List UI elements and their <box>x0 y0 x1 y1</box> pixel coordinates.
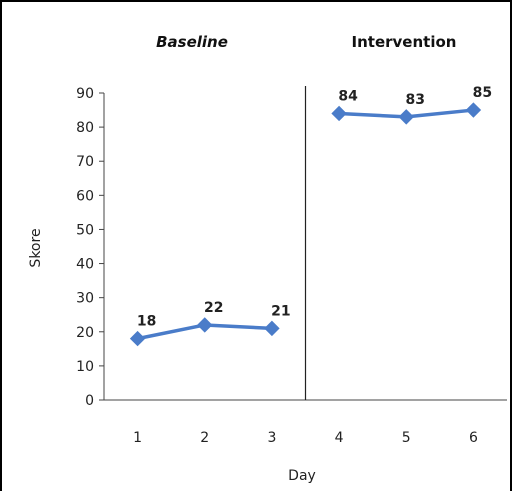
data-label: 18 <box>137 314 156 330</box>
y-tick-label: 20 <box>76 325 94 341</box>
y-tick-label: 60 <box>76 188 94 204</box>
data-label: 83 <box>406 92 425 108</box>
x-tick-label: 2 <box>200 430 209 446</box>
data-label: 22 <box>204 300 223 316</box>
phase-label-intervention: Intervention <box>352 33 457 51</box>
data-point <box>264 320 280 337</box>
y-tick-label: 50 <box>76 222 94 238</box>
data-label: 84 <box>338 88 358 104</box>
y-tick-label: 10 <box>76 359 94 375</box>
y-axis-title: Skore <box>28 228 44 267</box>
data-point <box>197 317 213 333</box>
axes <box>99 92 507 401</box>
tick-labels: 0 10 20 30 40 50 60 70 80 90 1 2 3 4 5 6 <box>76 86 478 446</box>
x-tick-label: 1 <box>133 430 142 446</box>
y-tick-label: 70 <box>76 154 94 170</box>
data-point <box>398 109 414 125</box>
x-axis-title: Day <box>288 468 316 484</box>
series <box>129 102 482 347</box>
data-label: 85 <box>473 85 492 101</box>
x-tick-label: 3 <box>267 430 276 446</box>
x-tick-label: 5 <box>402 430 411 446</box>
data-point <box>129 330 146 347</box>
y-tick-label: 0 <box>85 393 94 409</box>
phase-label-baseline: Baseline <box>156 33 228 51</box>
data-labels: 18 22 21 84 83 85 <box>137 85 492 330</box>
data-point <box>465 102 482 118</box>
data-point <box>331 105 347 122</box>
data-label: 21 <box>271 303 290 319</box>
y-tick-label: 30 <box>76 291 94 307</box>
y-tick-label: 90 <box>76 86 94 102</box>
y-tick-label: 40 <box>76 257 94 273</box>
x-tick-label: 4 <box>335 430 344 446</box>
x-tick-label: 6 <box>469 430 478 446</box>
y-tick-label: 80 <box>76 120 94 136</box>
